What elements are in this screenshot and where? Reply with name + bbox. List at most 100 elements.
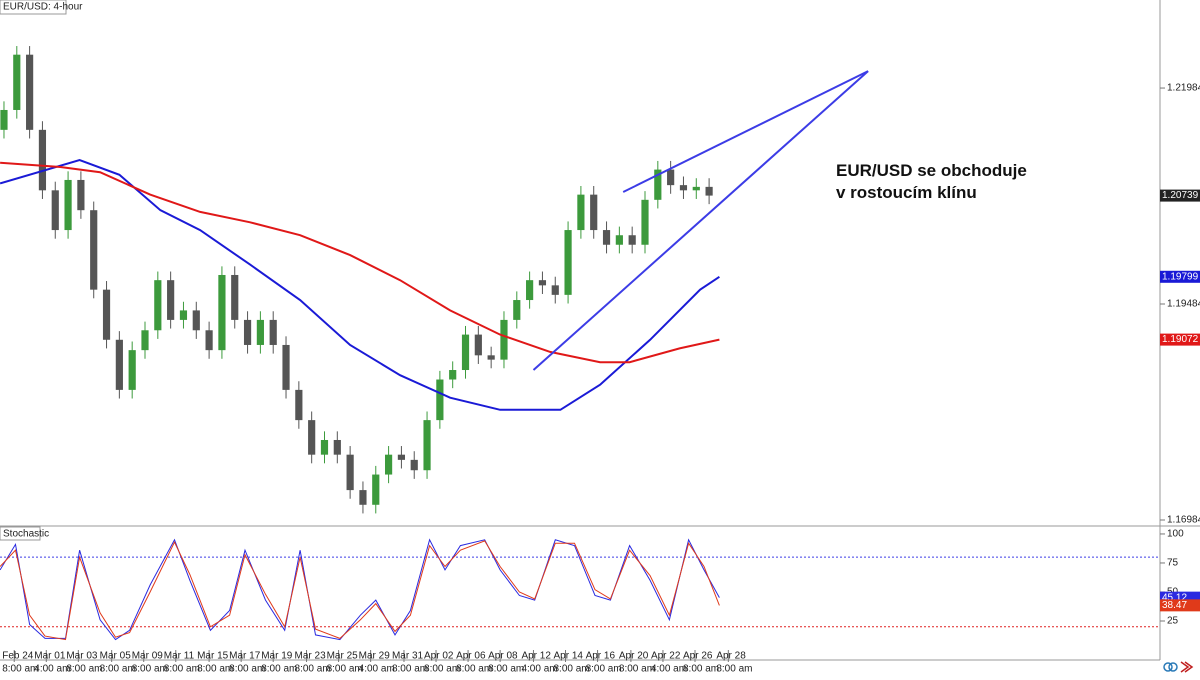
x-tick-time: 8:00 am	[619, 664, 655, 675]
x-tick-label: Apr 22	[651, 651, 681, 662]
x-tick-time: 8:00 am	[229, 664, 265, 675]
candle-body	[423, 420, 431, 471]
candle-body	[564, 230, 572, 295]
x-tick-label: Mar 09	[132, 651, 164, 662]
y-tick-label: 1.19484	[1167, 299, 1200, 310]
candle-body	[628, 235, 636, 245]
candle-body	[128, 350, 136, 390]
candle-body	[308, 420, 316, 455]
x-tick-label: Apr 16	[586, 651, 616, 662]
candle-body	[346, 454, 354, 491]
scroll-icon[interactable]	[1180, 661, 1194, 673]
x-tick-time: 8:00 am	[554, 664, 590, 675]
x-tick-time: 8:00 am	[164, 664, 200, 675]
candle-body	[141, 330, 149, 351]
x-tick-label: Mar 17	[229, 651, 261, 662]
x-tick-label: Mar 11	[164, 651, 195, 662]
wedge-line	[622, 70, 869, 193]
stochastic-tag-box	[1160, 599, 1200, 612]
stochastic-line	[0, 540, 720, 641]
candle-body	[410, 459, 418, 471]
x-tick-time: 8:00 am	[2, 664, 38, 675]
candle-body	[13, 54, 21, 110]
candle-body	[641, 199, 649, 245]
x-tick-time: 8:00 am	[261, 664, 297, 675]
annotation: EUR/USD se obchoduje	[836, 161, 1027, 180]
x-tick-time: 8:00 am	[586, 664, 622, 675]
y-tick-label: 25	[1167, 616, 1179, 627]
x-tick-label: Apr 06	[456, 651, 486, 662]
candle-body	[705, 186, 713, 196]
candle-body	[269, 319, 277, 345]
x-tick-label: Mar 15	[197, 651, 229, 662]
x-tick-label: Mar 31	[392, 651, 424, 662]
candle-body	[115, 339, 123, 390]
x-tick-time: 4:00 am	[359, 664, 395, 675]
candle-body	[385, 454, 393, 475]
candle-body	[282, 344, 290, 390]
candle-body	[231, 274, 239, 320]
candle-body	[154, 280, 162, 331]
x-tick-time: 8:00 am	[100, 664, 136, 675]
x-tick-time: 4:00 am	[651, 664, 687, 675]
candle-body	[500, 319, 508, 360]
x-tick-label: Apr 28	[716, 651, 746, 662]
candle-body	[359, 490, 367, 505]
candle-body	[64, 179, 72, 231]
candle-body	[513, 300, 521, 320]
y-tick-label: 75	[1167, 558, 1179, 569]
x-tick-time: 8:00 am	[488, 664, 524, 675]
last-price-tag-box	[1160, 189, 1200, 202]
y-tick-label: 1.16984	[1167, 515, 1200, 526]
candle-body	[0, 109, 8, 130]
candle-body	[333, 439, 341, 455]
candle-body	[487, 355, 495, 360]
candle-body	[397, 454, 405, 460]
x-tick-time: 8:00 am	[197, 664, 233, 675]
candle-body	[26, 54, 34, 130]
link-icon[interactable]	[1163, 662, 1173, 672]
moving-average	[0, 161, 720, 364]
x-tick-label: Mar 19	[261, 651, 293, 662]
x-tick-label: Apr 26	[683, 651, 713, 662]
candle-body	[436, 379, 444, 421]
candle-body	[205, 330, 213, 351]
ma-price-tag: 1.19072	[1162, 334, 1199, 345]
x-tick-time: 8:00 am	[66, 664, 102, 675]
candle-body	[602, 230, 611, 245]
ma-price-tag: 1.19799	[1162, 271, 1199, 282]
candle-body	[615, 235, 623, 245]
candle-body	[167, 280, 175, 320]
link-icon[interactable]	[1168, 662, 1178, 672]
chart-title: EUR/USD: 4-hour	[3, 2, 83, 13]
x-tick-time: 4:00 am	[34, 664, 70, 675]
ma-price-tag-box	[1160, 333, 1200, 346]
indicator-box	[0, 526, 41, 541]
candle-body	[90, 210, 98, 290]
candle-body	[577, 194, 585, 231]
title-box	[0, 0, 67, 15]
x-tick-label: Apr 02	[424, 651, 454, 662]
candle-body	[679, 185, 688, 191]
candle-body	[38, 129, 47, 191]
candle-body	[218, 274, 226, 351]
x-tick-time: 8:00 am	[295, 664, 331, 675]
y-tick-label: 1.21984	[1167, 83, 1200, 94]
y-tick-label: 100	[1167, 529, 1184, 540]
x-tick-label: Apr 20	[619, 651, 649, 662]
x-tick-time: 8:00 am	[716, 664, 752, 675]
candle-body	[243, 319, 252, 345]
candle-body	[449, 370, 457, 380]
x-tick-label: Mar 23	[295, 651, 327, 662]
x-tick-time: 8:00 am	[327, 664, 363, 675]
toolbar-icons[interactable]	[1163, 661, 1194, 673]
x-tick-label: Mar 05	[100, 651, 132, 662]
candle-body	[667, 169, 675, 186]
stochastic-tag: 45.12	[1162, 592, 1187, 603]
stochastic-line	[0, 538, 720, 641]
x-tick-label: Apr 14	[554, 651, 584, 662]
candle-body	[654, 169, 662, 200]
candle-body	[77, 179, 85, 211]
x-tick-label: Apr 08	[488, 651, 518, 662]
candle-body	[102, 289, 111, 340]
